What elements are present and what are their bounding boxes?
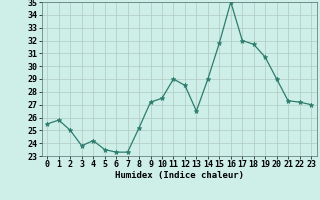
X-axis label: Humidex (Indice chaleur): Humidex (Indice chaleur) xyxy=(115,171,244,180)
